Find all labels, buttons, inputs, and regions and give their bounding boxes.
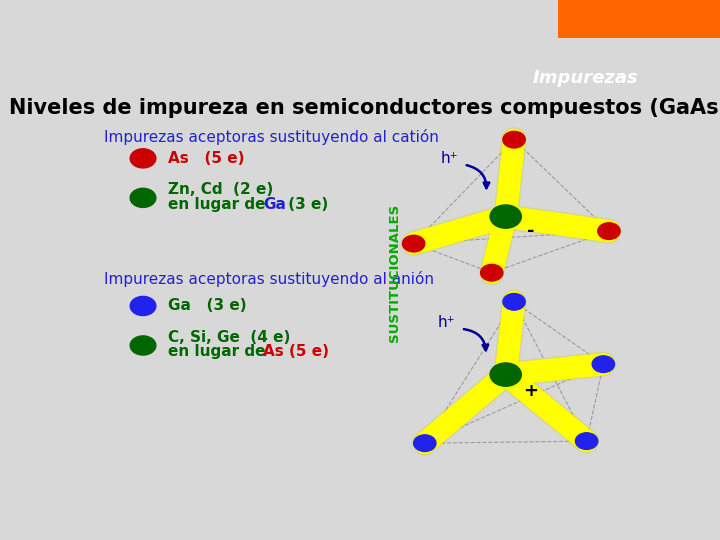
Text: -: - [527,222,534,240]
Text: Impurezas aceptoras sustituyendo al anión: Impurezas aceptoras sustituyendo al anió… [104,271,434,287]
Text: As (5 e): As (5 e) [263,344,329,359]
Circle shape [490,205,521,228]
Text: Niveles de impureza en semiconductores compuestos (GaAs): Niveles de impureza en semiconductores c… [9,98,720,118]
Circle shape [130,188,156,207]
Text: h⁺: h⁺ [437,315,455,330]
Text: +: + [523,382,539,400]
Circle shape [130,336,156,355]
Text: C, Si, Ge  (4 e): C, Si, Ge (4 e) [168,329,290,345]
Circle shape [402,235,425,252]
Text: h⁺: h⁺ [441,151,459,166]
Text: As   (5 e): As (5 e) [168,151,245,166]
Circle shape [503,131,525,148]
Text: Ga   (3 e): Ga (3 e) [168,299,247,313]
Circle shape [130,149,156,168]
Circle shape [490,363,521,386]
Circle shape [575,433,598,449]
Text: Impurezas aceptoras sustituyendo al catión: Impurezas aceptoras sustituyendo al cati… [104,129,438,145]
Circle shape [413,435,436,451]
Text: Impurezas: Impurezas [533,69,639,87]
Text: (3 e): (3 e) [282,197,328,212]
Circle shape [130,296,156,315]
Text: SUSTITUCIONALES: SUSTITUCIONALES [387,204,400,342]
Text: Zn, Cd  (2 e): Zn, Cd (2 e) [168,182,274,197]
Circle shape [598,223,620,239]
Circle shape [480,265,503,281]
Text: en lugar de: en lugar de [168,344,271,359]
Circle shape [503,293,525,310]
Text: Ga: Ga [263,197,286,212]
Text: en lugar de: en lugar de [168,197,271,212]
Circle shape [593,356,615,373]
